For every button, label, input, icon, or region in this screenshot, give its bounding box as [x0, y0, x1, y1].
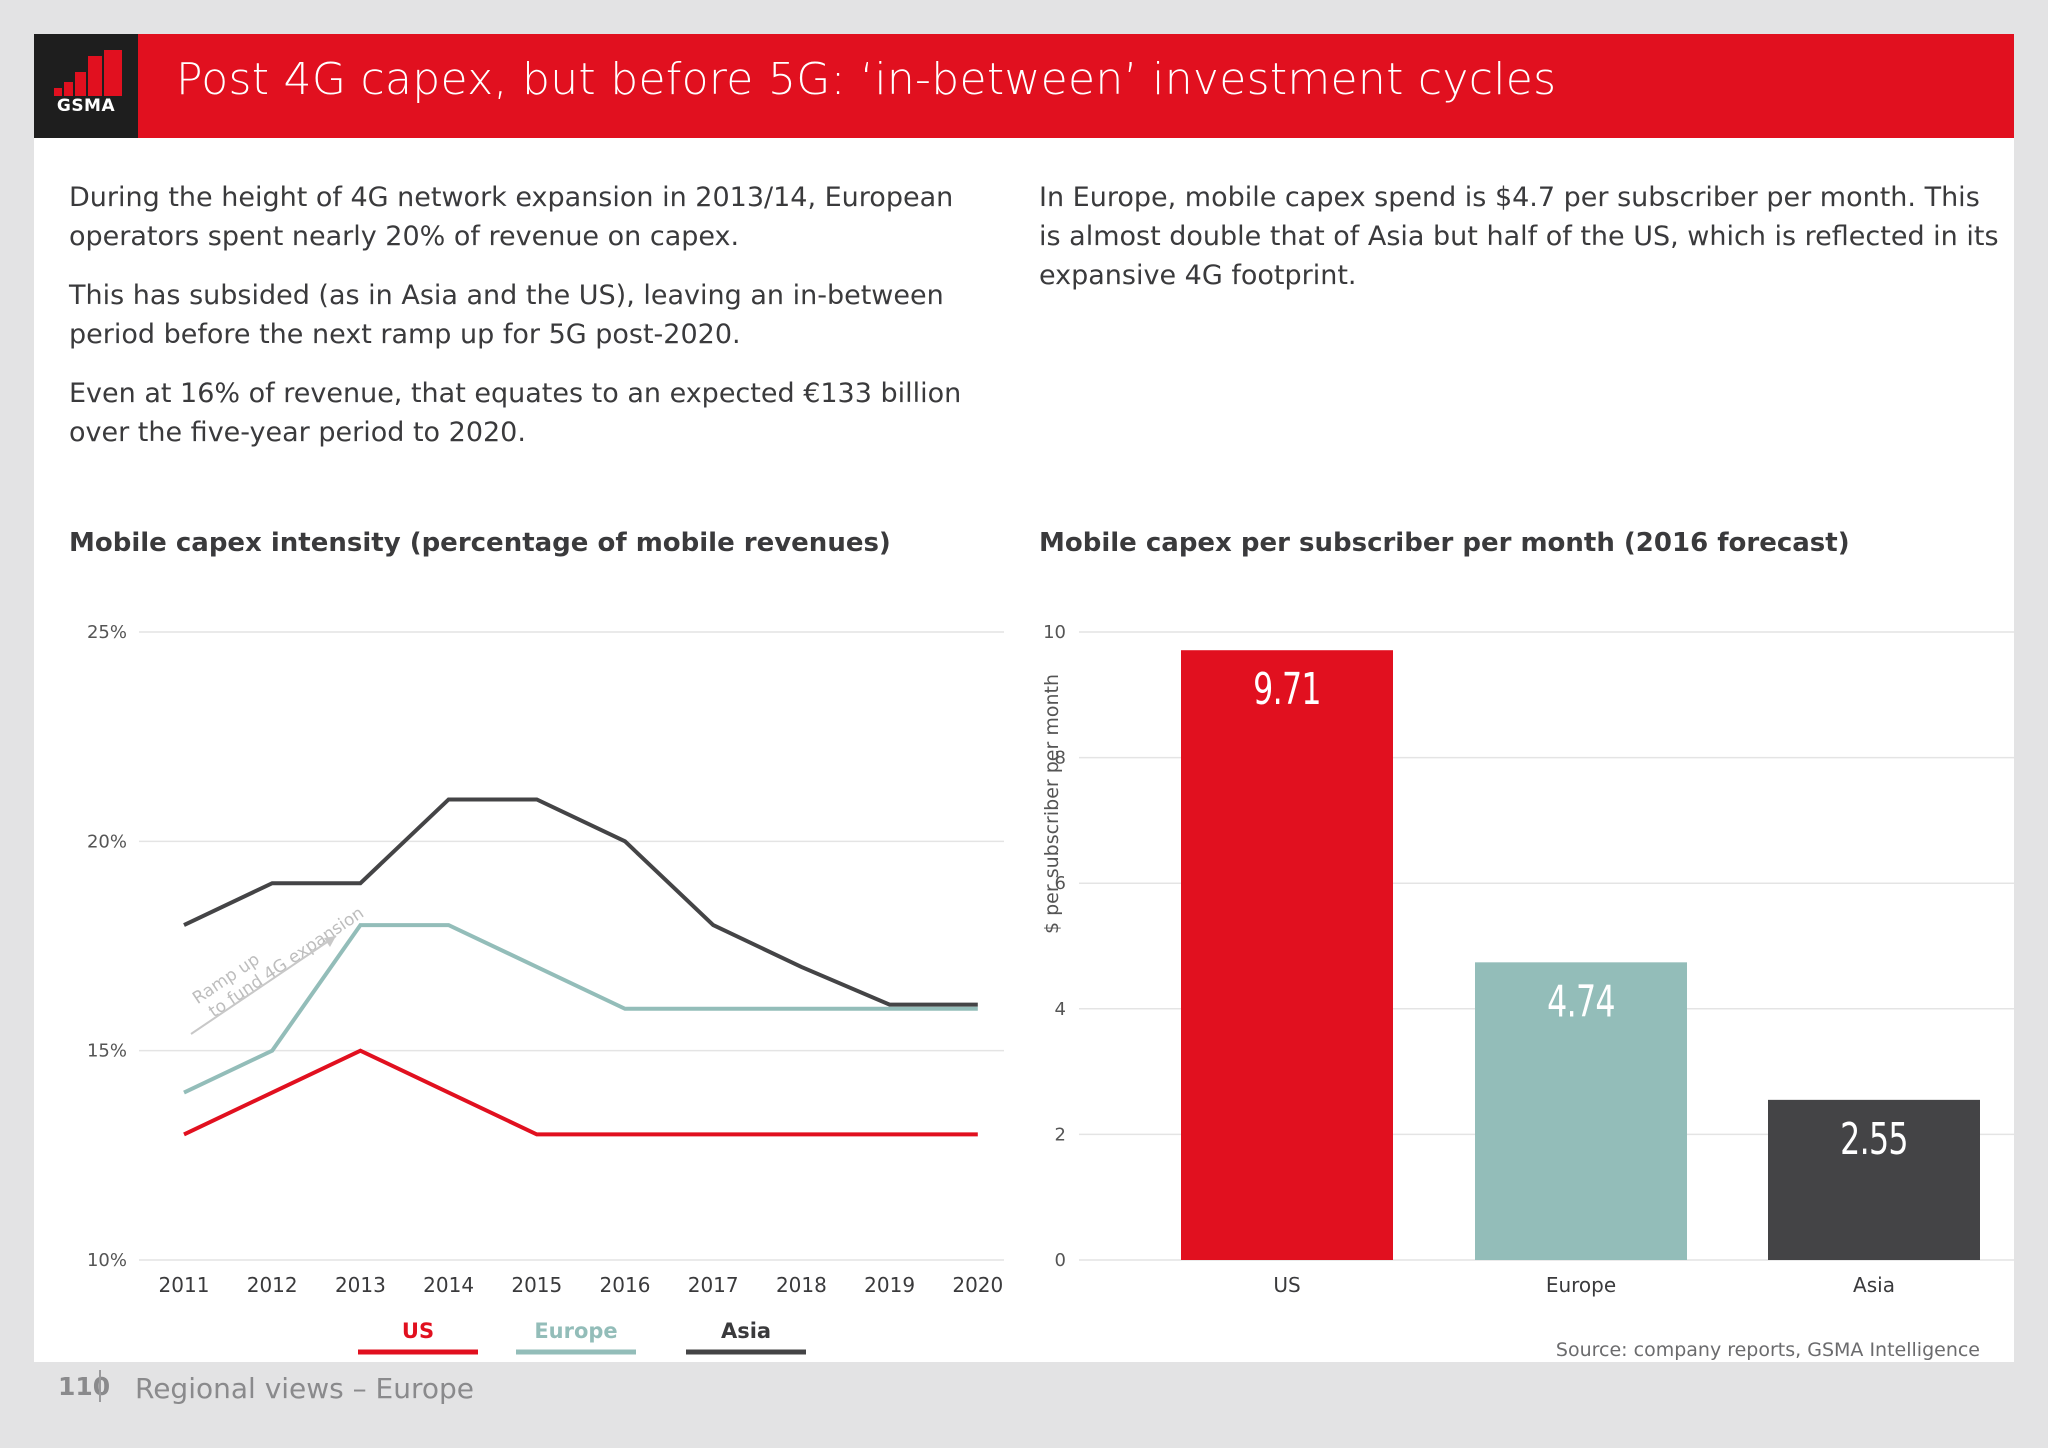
series-line-europe [183, 923, 978, 1095]
legend-label: Europe [534, 1319, 617, 1343]
y-tick-label: 8 [1055, 748, 1066, 769]
page-number: 110 [58, 1372, 111, 1401]
annotation-arrow [190, 935, 337, 1035]
page-title: Post 4G capex, but before 5G: ‘in-betwee… [176, 54, 1557, 105]
x-tick-label: 2017 [688, 1273, 739, 1297]
header-bar: GSMA Post 4G capex, but before 5G: ‘in-b… [34, 34, 2014, 138]
section-label: Regional views – Europe [135, 1372, 475, 1405]
x-tick-label: 2014 [423, 1273, 474, 1297]
bar-value-label: 9.71 [1253, 664, 1321, 716]
y-tick-label: 25% [87, 622, 127, 643]
x-tick-label: Europe [1546, 1273, 1616, 1297]
bar-chart: 0 2 4 6 8 10 $ per subscriber per month 9.71 US 4… [1041, 622, 2014, 1297]
left-paragraph: During the height of 4G network expansio… [69, 182, 954, 252]
x-tick-label: 2011 [159, 1273, 210, 1297]
y-tick-label: 4 [1055, 999, 1066, 1020]
gsma-logo: GSMA [34, 34, 138, 138]
legend-label: Asia [721, 1319, 771, 1343]
y-tick-label: 10 [1043, 622, 1066, 643]
y-tick-label: 6 [1055, 873, 1066, 894]
x-tick-label: 2013 [335, 1273, 386, 1297]
series-line-asia [183, 797, 978, 1007]
bar-us [1181, 650, 1393, 1260]
bar-asia [1768, 1099, 1980, 1260]
y-tick-label: 0 [1055, 1250, 1066, 1271]
left-paragraph: This has subsided (as in Asia and the US… [69, 280, 944, 350]
x-tick-label: 2018 [776, 1273, 827, 1297]
intro-right-text: In Europe, mobile capex spend is $4.7 pe… [1039, 178, 1999, 315]
left-paragraph: Even at 16% of revenue, that equates to … [69, 378, 962, 448]
footer-divider [99, 1370, 101, 1402]
intro-left-text: During the height of 4G network expansio… [69, 178, 1019, 472]
y-tick-label: 20% [87, 831, 127, 852]
right-paragraph: In Europe, mobile capex spend is $4.7 pe… [1039, 182, 1999, 291]
x-tick-label: 2020 [952, 1273, 1003, 1297]
report-page: GSMA Post 4G capex, but before 5G: ‘in-b… [34, 34, 2014, 1362]
logo-bars-icon [54, 50, 122, 96]
bar-chart-title: Mobile capex per subscriber per month (2… [1039, 528, 1850, 558]
x-tick-label: US [1273, 1273, 1300, 1297]
bar-europe [1475, 962, 1687, 1260]
legend-label: US [402, 1319, 434, 1343]
bar-value-label: 2.55 [1840, 1114, 1908, 1166]
annotation-arrowhead [324, 936, 336, 947]
x-tick-label: 2015 [511, 1273, 562, 1297]
source-note: Source: company reports, GSMA Intelligen… [1555, 1339, 1980, 1361]
x-tick-label: Asia [1853, 1273, 1895, 1297]
line-chart-title: Mobile capex intensity (percentage of mo… [69, 528, 891, 558]
x-tick-label: 2016 [600, 1273, 651, 1297]
y-axis-label: $ per subscriber per month [1041, 674, 1063, 934]
logo-text: GSMA [56, 96, 116, 116]
y-tick-label: 10% [87, 1250, 127, 1271]
series-line-us [183, 1048, 978, 1137]
line-chart: 10% 15% 20% 25% 2011 2012 2013 2014 2015 2016 2017… [87, 622, 1004, 1355]
annotation-text: to fund 4G expansion [205, 903, 368, 1022]
x-tick-label: 2019 [864, 1273, 915, 1297]
y-tick-label: 15% [87, 1041, 127, 1062]
y-tick-label: 2 [1055, 1124, 1066, 1145]
x-tick-label: 2012 [247, 1273, 298, 1297]
bar-value-label: 4.74 [1547, 976, 1615, 1028]
